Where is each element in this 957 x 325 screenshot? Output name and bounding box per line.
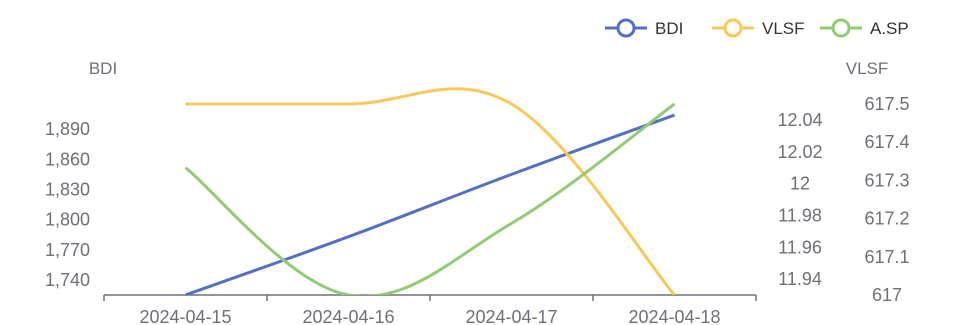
right-axis-ticks: 617 617.1 617.2 617.3 617.4 617.5 bbox=[864, 94, 909, 305]
left-axis-name: BDI bbox=[89, 59, 117, 78]
y-tick-label: 617.2 bbox=[864, 209, 909, 229]
chart-legend[interactable]: BDI VLSF A.SP bbox=[605, 18, 909, 38]
y-tick-label: 11.96 bbox=[778, 237, 822, 257]
y-tick-label: 617.1 bbox=[864, 247, 909, 267]
y-tick-label: 617.4 bbox=[864, 132, 909, 152]
legend-label: A.SP bbox=[870, 19, 909, 38]
x-tick-label: 2024-04-17 bbox=[465, 307, 557, 325]
y-tick-label: 1,830 bbox=[45, 179, 90, 199]
legend-item-a-sp[interactable]: A.SP bbox=[820, 18, 909, 38]
legend-label: VLSF bbox=[762, 19, 805, 38]
y-tick-label: 617 bbox=[872, 285, 902, 305]
right-axis-name: VLSF bbox=[846, 59, 889, 78]
y-tick-label: 12.02 bbox=[777, 142, 822, 162]
middle-axis-ticks: 11.94 11.96 11.98 12 12.02 12.04 bbox=[777, 110, 822, 289]
x-tick-label: 2024-04-15 bbox=[139, 307, 231, 325]
y-tick-label: 12.04 bbox=[777, 110, 822, 130]
y-tick-label: 1,740 bbox=[45, 270, 90, 290]
y-tick-label: 12 bbox=[790, 174, 810, 194]
series-line-bdi[interactable] bbox=[184, 113, 676, 295]
left-axis-ticks: 1,740 1,770 1,800 1,830 1,860 1,890 bbox=[45, 119, 90, 290]
axis-names: BDI VLSF bbox=[89, 59, 888, 78]
legend-item-vlsf[interactable]: VLSF bbox=[712, 18, 805, 38]
y-tick-label: 1,770 bbox=[45, 240, 90, 260]
legend-marker bbox=[831, 18, 851, 38]
legend-label: BDI bbox=[655, 19, 683, 38]
y-tick-label: 617.5 bbox=[864, 94, 909, 114]
y-tick-label: 1,890 bbox=[45, 119, 90, 139]
x-tick-label: 2024-04-16 bbox=[302, 307, 394, 325]
series-lines[interactable] bbox=[184, 87, 676, 297]
y-tick-label: 11.98 bbox=[778, 205, 822, 225]
y-tick-label: 1,800 bbox=[45, 210, 90, 230]
series-line-vlsf[interactable] bbox=[185, 87, 676, 295]
y-tick-label: 11.94 bbox=[778, 269, 822, 289]
x-tick-label: 2024-04-18 bbox=[628, 307, 720, 325]
legend-marker bbox=[723, 18, 743, 38]
x-axis: 2024-04-15 2024-04-16 2024-04-17 2024-04-18 bbox=[103, 294, 757, 325]
series-line-a-sp[interactable] bbox=[184, 102, 676, 296]
y-tick-label: 617.3 bbox=[864, 170, 909, 190]
y-tick-label: 1,860 bbox=[45, 149, 90, 169]
legend-item-bdi[interactable]: BDI bbox=[605, 18, 683, 38]
legend-marker bbox=[616, 18, 636, 38]
